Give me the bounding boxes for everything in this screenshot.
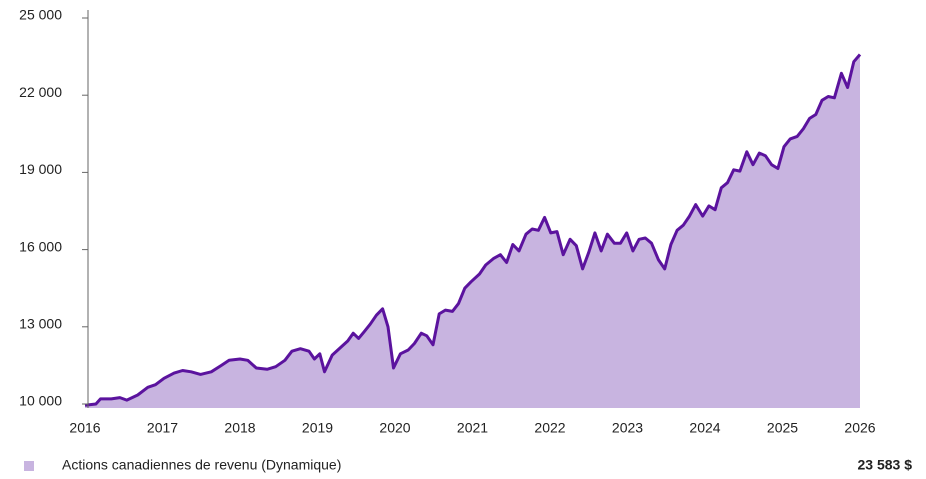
area-fill — [85, 54, 860, 408]
x-tick-label: 2020 — [379, 420, 410, 436]
y-tick-label: 10 000 — [19, 393, 62, 409]
x-tick-label: 2023 — [612, 420, 643, 436]
x-tick-label: 2021 — [457, 420, 488, 436]
legend-label: Actions canadiennes de revenu (Dynamique… — [62, 457, 341, 473]
y-tick-label: 25 000 — [19, 7, 62, 23]
x-tick-label: 2016 — [69, 420, 100, 436]
y-tick-label: 13 000 — [19, 316, 62, 332]
y-tick-label: 16 000 — [19, 238, 62, 254]
x-tick-label: 2017 — [147, 420, 178, 436]
y-tick-label: 22 000 — [19, 84, 62, 100]
x-tick-label: 2022 — [534, 420, 565, 436]
x-tick-label: 2025 — [767, 420, 798, 436]
legend-swatch — [24, 461, 34, 471]
x-tick-label: 2024 — [689, 420, 720, 436]
line — [84, 53, 862, 407]
x-tick-label: 2026 — [844, 420, 875, 436]
x-tick-label: 2019 — [302, 420, 333, 436]
y-tick-label: 19 000 — [19, 161, 62, 177]
final-value: 23 583 $ — [858, 457, 913, 473]
plot-area: 10 000 13 000 16 000 19 000 22 000 25 000 2016… — [19, 7, 876, 436]
x-tick-label: 2018 — [224, 420, 255, 436]
